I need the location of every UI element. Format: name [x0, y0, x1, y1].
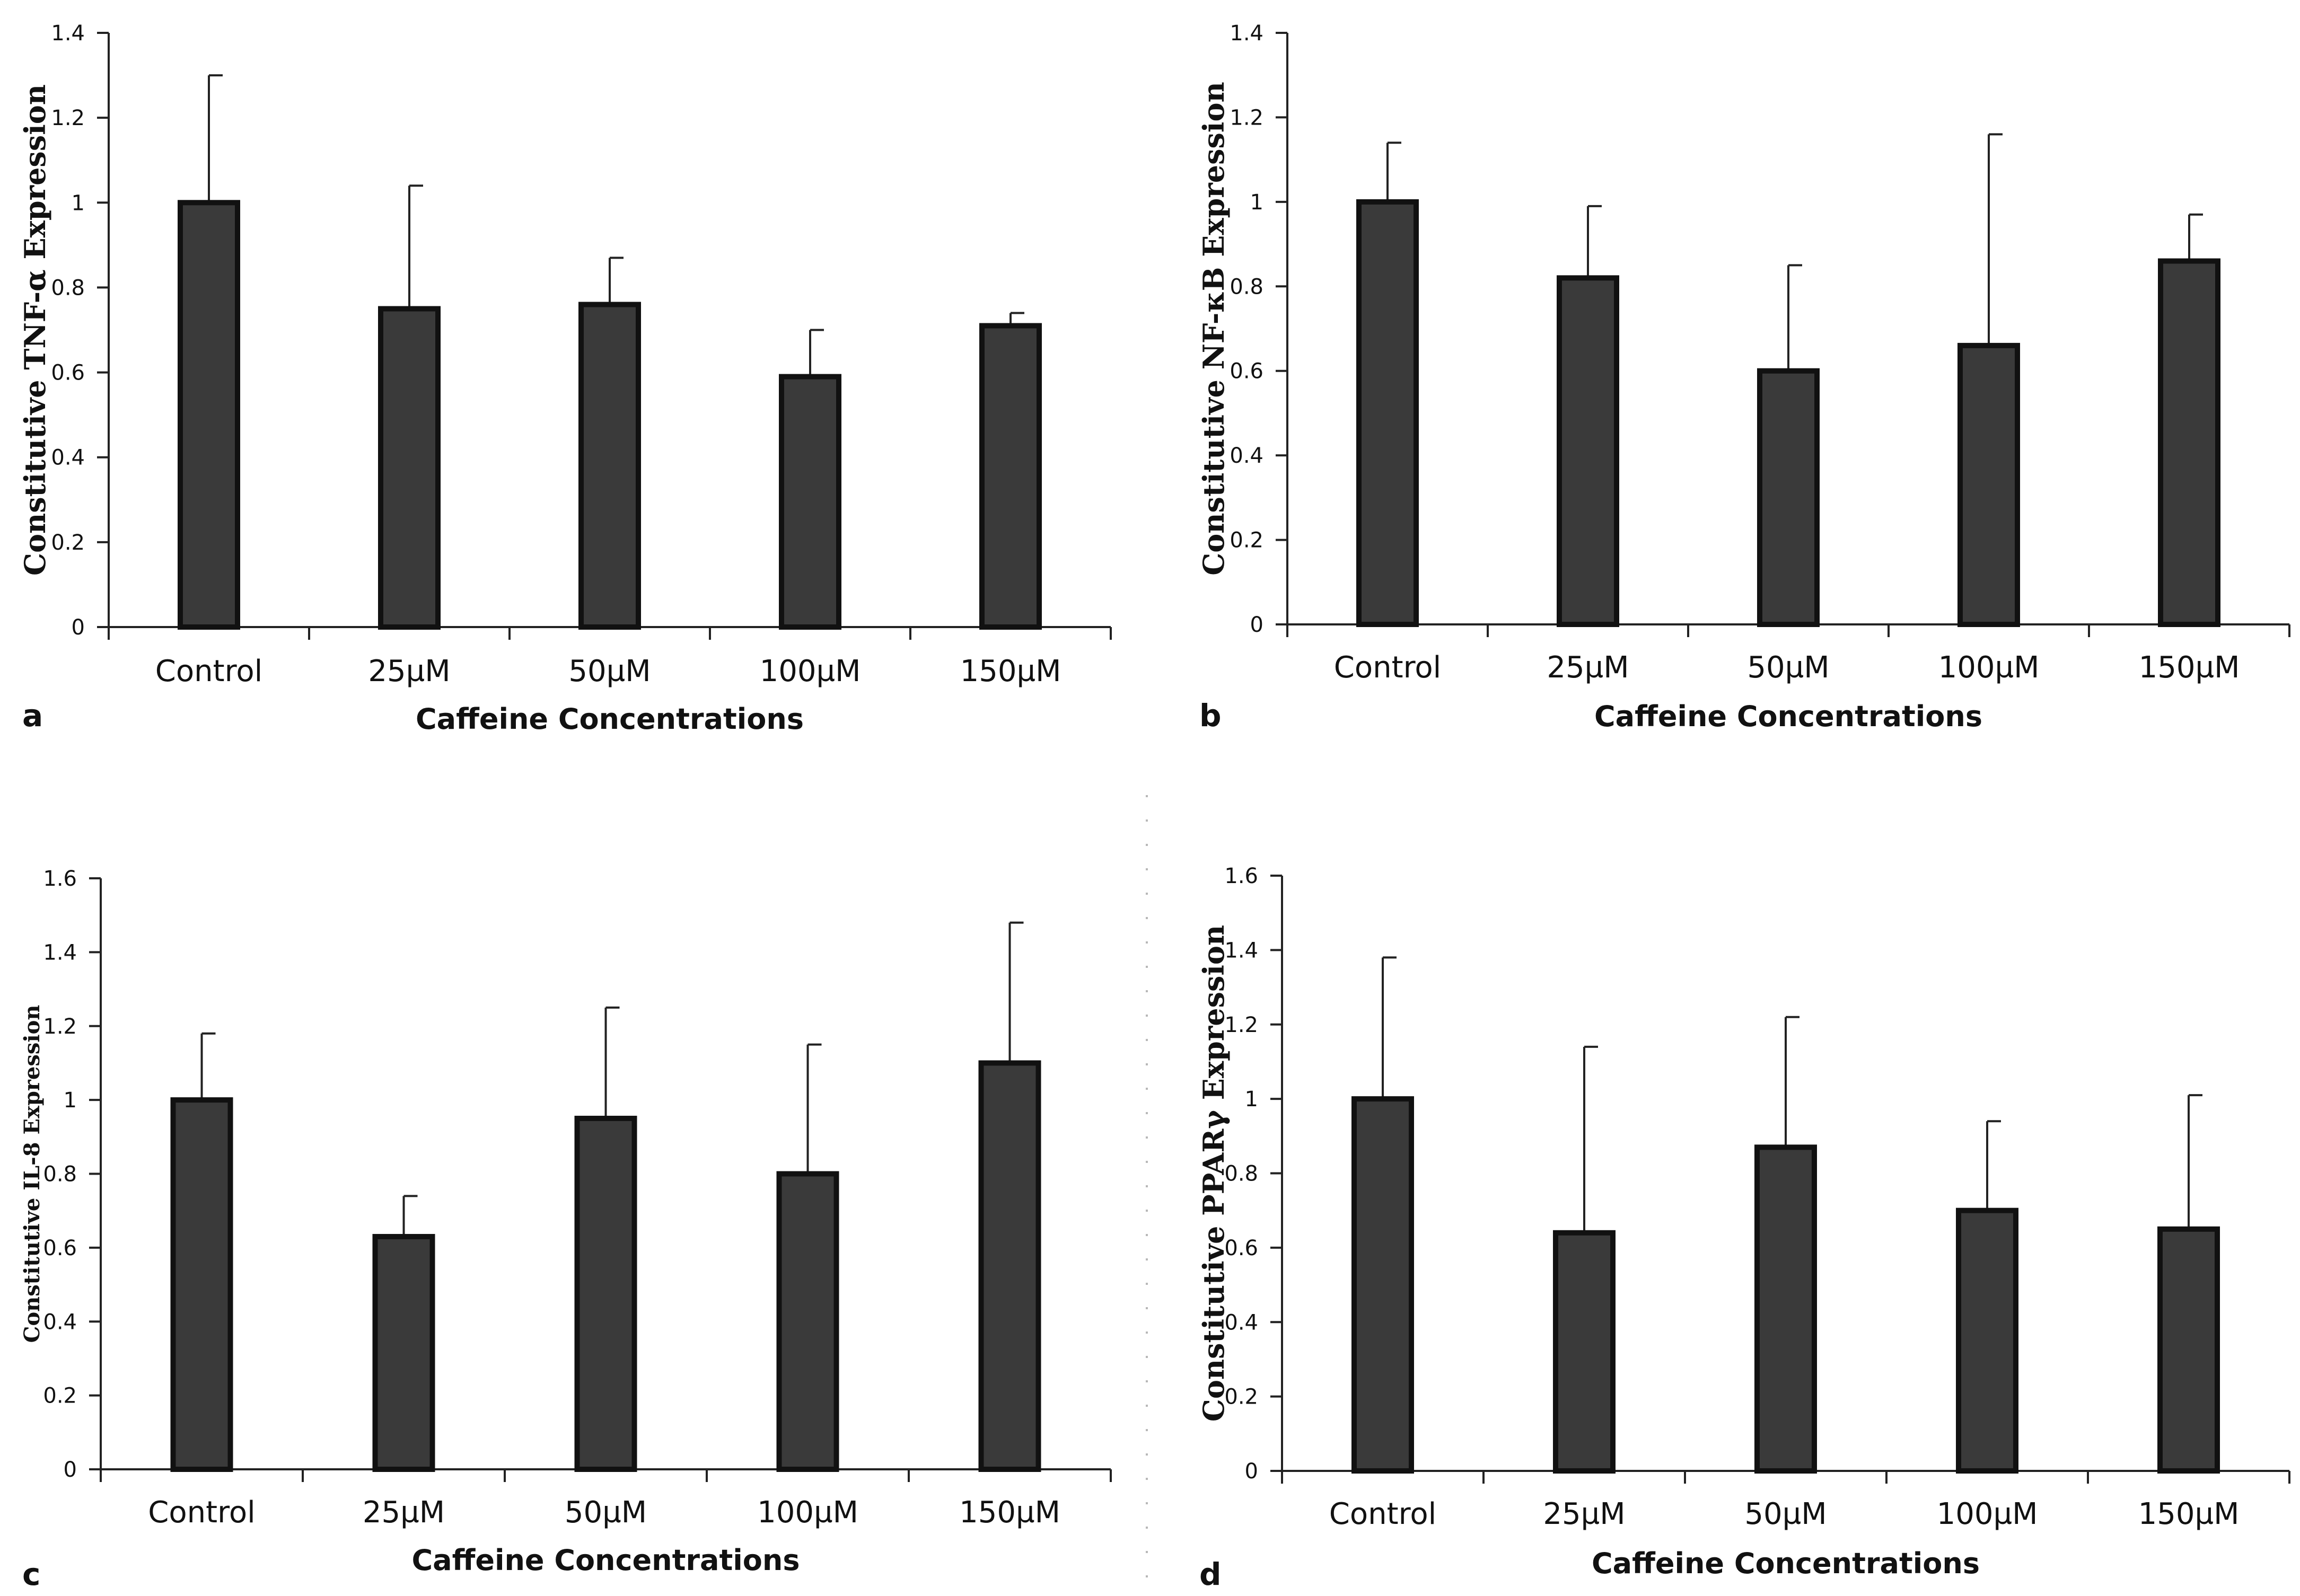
y-tick-label: 1.4	[51, 21, 85, 46]
chart-panel-a: 0 0.2 0.4 0.6 0.8 1 1.2 1.4 Control 25µM 50µM 100µM…	[18, 21, 1112, 736]
x-tick-label: 150µM	[2139, 650, 2240, 685]
y-tick-label: 0.8	[43, 1162, 77, 1187]
x-tick-label: 50µM	[1744, 1497, 1827, 1531]
x-tick-label: 50µM	[568, 654, 651, 689]
y-axis-title: Constitutive TNF-α Expression	[18, 84, 52, 576]
panel-letter: a	[22, 698, 43, 734]
chart-panel-b: 0 0.2 0.4 0.6 0.8 1 1.2 1.4 Control 25µM 50µM 100µM…	[1197, 21, 2290, 734]
y-tick-label: 0.2	[1224, 1385, 1258, 1409]
bar-a-4	[979, 323, 1042, 630]
bar-c-1	[372, 1233, 435, 1472]
x-tick-label: Control	[148, 1495, 255, 1530]
bar-a-1	[378, 306, 441, 630]
bar-c-0	[170, 1097, 233, 1472]
x-tick-label: 25µM	[363, 1495, 445, 1530]
y-tick-label: 1.4	[1224, 938, 1258, 963]
x-tick-label: 100µM	[1937, 1497, 2038, 1531]
bar-b-2	[1757, 368, 1820, 627]
y-tick-label: 0.8	[1230, 275, 1263, 299]
panel-letter: c	[22, 1556, 40, 1592]
y-tick-label: 1.4	[1230, 21, 1263, 46]
y-tick-label: 0.4	[43, 1310, 77, 1334]
y-tick-label: 1.6	[1224, 864, 1258, 888]
x-axis-title: Caffeine Concentrations	[416, 702, 804, 736]
bar-a-3	[779, 374, 841, 630]
x-tick-label: Control	[1329, 1497, 1436, 1531]
bar-b-3	[1957, 342, 2020, 627]
y-tick-label: 0.6	[1224, 1236, 1258, 1260]
y-tick-label: 0.4	[1224, 1310, 1258, 1335]
x-tick-label: 100µM	[760, 654, 861, 689]
bar-c-4	[978, 1060, 1041, 1472]
y-tick-label: 0.2	[43, 1384, 77, 1408]
x-tick-label: 100µM	[1938, 650, 2040, 685]
x-tick-label: 25µM	[1547, 650, 1629, 685]
x-tick-label: 25µM	[368, 654, 450, 689]
x-tick-label: 150µM	[2138, 1497, 2240, 1531]
y-tick-label: 0	[1245, 1459, 1258, 1484]
bar-c-2	[574, 1115, 637, 1472]
bar-a-2	[578, 302, 641, 630]
x-tick-label: 25µM	[1543, 1497, 1625, 1531]
x-axis-title: Caffeine Concentrations	[1592, 1547, 1980, 1580]
x-tick-label: 50µM	[565, 1495, 647, 1530]
y-tick-label: 1.6	[43, 867, 77, 891]
y-tick-label: 0.2	[1230, 528, 1263, 553]
y-tick-label: 1.2	[1230, 105, 1263, 130]
y-tick-label: 1	[72, 191, 85, 215]
bar-d-4	[2157, 1226, 2220, 1474]
bar-d-2	[1754, 1144, 1817, 1474]
y-tick-label: 1	[64, 1088, 77, 1113]
y-tick-label: 0.6	[51, 361, 85, 385]
y-tick-label: 1	[1250, 190, 1263, 215]
y-axis-title: Constitutive NF-κB Expression	[1197, 82, 1231, 575]
x-tick-label: 150µM	[960, 654, 1061, 689]
bar-d-0	[1351, 1096, 1414, 1474]
y-tick-label: 1.2	[51, 106, 85, 130]
y-tick-label: 0.4	[1230, 444, 1263, 468]
x-tick-label: Control	[1334, 650, 1441, 685]
y-axis-title: Constitutive PPARγ Expression	[1197, 925, 1231, 1422]
x-tick-label: Control	[155, 654, 262, 689]
x-axis-title: Caffeine Concentrations	[412, 1544, 800, 1577]
y-tick-label: 0	[64, 1458, 77, 1482]
chart-panel-d: 0 0.2 0.4 0.6 0.8 1 1.2 1.4 1.6 Control 25µM 50µM 10…	[1197, 864, 2290, 1592]
y-tick-label: 0.8	[1224, 1162, 1258, 1186]
x-tick-label: 100µM	[757, 1495, 858, 1530]
x-axis-title: Caffeine Concentrations	[1594, 700, 1982, 733]
bar-d-3	[1956, 1207, 2018, 1474]
panel-letter: b	[1199, 698, 1222, 734]
chart-panel-c: 0 0.2 0.4 0.6 0.8 1 1.2 1.4 1.6 Control 25µM 50µM 10…	[20, 867, 1112, 1592]
y-tick-label: 0.4	[51, 446, 85, 470]
x-tick-label: 150µM	[959, 1495, 1060, 1530]
bar-b-4	[2158, 258, 2220, 627]
x-tick-label: 50µM	[1747, 650, 1829, 685]
y-tick-label: 0	[1250, 613, 1263, 637]
y-tick-label: 1	[1245, 1087, 1258, 1112]
y-tick-label: 0	[72, 615, 85, 640]
y-axis-title: Constitutive IL-8 Expression	[20, 1005, 45, 1343]
bar-b-0	[1356, 199, 1419, 628]
y-tick-label: 1.4	[43, 940, 77, 965]
y-tick-label: 1.2	[1224, 1013, 1258, 1037]
bar-c-3	[776, 1171, 839, 1472]
bar-d-1	[1553, 1230, 1616, 1474]
y-tick-label: 1.2	[43, 1015, 77, 1039]
bar-a-0	[178, 200, 240, 630]
panel-letter: d	[1199, 1556, 1222, 1592]
y-tick-label: 0.6	[1230, 359, 1263, 384]
bar-b-1	[1557, 275, 1619, 627]
y-tick-label: 0.8	[51, 276, 85, 300]
y-tick-label: 0.6	[43, 1236, 77, 1260]
y-tick-label: 0.2	[51, 531, 85, 555]
